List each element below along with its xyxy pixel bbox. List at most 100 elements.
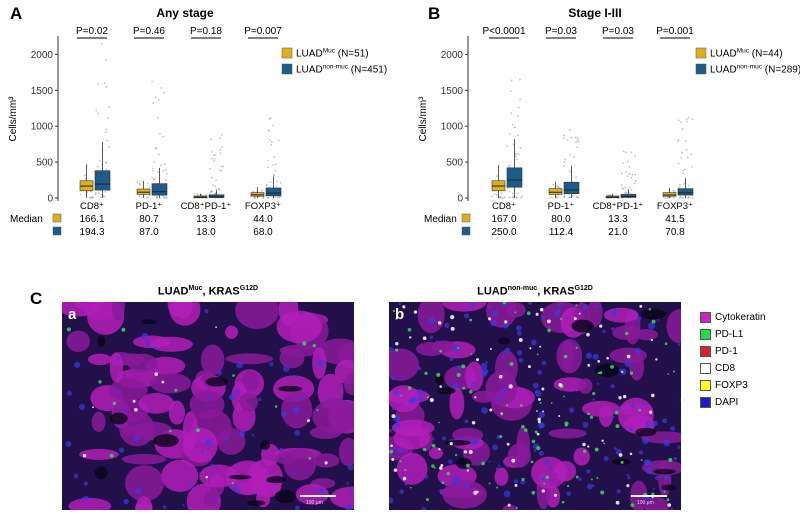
data-point xyxy=(165,172,168,175)
data-point xyxy=(685,118,688,121)
data-point xyxy=(684,139,687,142)
cytokeratin-region xyxy=(109,378,148,402)
immune-cell xyxy=(391,457,395,461)
data-point xyxy=(622,150,625,153)
immune-cell xyxy=(558,414,561,417)
immune-cell xyxy=(603,442,606,445)
cytokeratin-region xyxy=(629,352,645,381)
data-point xyxy=(151,176,154,179)
immune-cell xyxy=(302,341,307,346)
category-label: PD-1⁺ xyxy=(136,201,163,212)
data-point xyxy=(679,183,682,186)
immune-cell xyxy=(440,463,444,467)
data-point xyxy=(629,192,632,195)
dapi-nucleus xyxy=(495,467,499,471)
category-label: PD-1⁺ xyxy=(548,201,575,212)
dapi-nucleus xyxy=(390,375,396,381)
data-point xyxy=(621,187,624,190)
data-point xyxy=(687,196,690,198)
data-point xyxy=(680,156,683,159)
data-point xyxy=(269,181,272,184)
dapi-nucleus xyxy=(389,428,392,433)
data-point xyxy=(164,169,167,171)
immune-cell xyxy=(536,432,540,436)
dapi-nucleus xyxy=(428,317,436,325)
immune-cell xyxy=(500,414,503,416)
median-value-non-muc: 112.4 xyxy=(549,227,574,238)
legend-swatch xyxy=(281,47,293,59)
immune-cell xyxy=(450,315,455,320)
cytokeratin-region xyxy=(125,465,165,502)
dapi-nucleus xyxy=(463,313,470,319)
immune-cell xyxy=(508,384,513,389)
dapi-nucleus xyxy=(481,407,488,414)
image-a-title: LUADMuc, KRASG12D xyxy=(157,285,259,298)
data-point xyxy=(147,196,149,198)
data-point xyxy=(552,183,555,186)
dapi-nucleus xyxy=(532,382,539,389)
data-point xyxy=(100,42,103,45)
dapi-nucleus xyxy=(204,309,209,314)
tissue-gap xyxy=(205,377,229,387)
cytokeratin-region xyxy=(393,427,431,450)
median-value-muc: 166.1 xyxy=(79,214,104,225)
immune-cell xyxy=(575,475,579,479)
immune-cell xyxy=(399,460,402,463)
immune-cell xyxy=(509,361,514,366)
dapi-nucleus xyxy=(344,504,352,510)
y-tick-label: 1000 xyxy=(31,122,54,133)
dapi-nucleus xyxy=(502,322,509,329)
immune-cell xyxy=(407,386,412,390)
data-point xyxy=(634,182,636,185)
immune-cell xyxy=(655,358,658,361)
immune-cell xyxy=(600,490,605,495)
data-point xyxy=(99,159,101,162)
data-point xyxy=(514,126,516,129)
cytokeratin-region xyxy=(279,344,321,357)
cytokeratin-region xyxy=(149,336,193,352)
immune-cell xyxy=(507,503,511,507)
immune-cell xyxy=(534,430,538,434)
data-point xyxy=(519,78,521,81)
dapi-nucleus xyxy=(638,450,644,455)
data-point xyxy=(686,121,688,123)
immune-cell xyxy=(409,486,412,489)
cytokeratin-region xyxy=(241,370,260,392)
data-point xyxy=(678,186,681,189)
data-point xyxy=(634,155,637,158)
category-label: FOXP3⁺ xyxy=(245,201,281,212)
dapi-nucleus xyxy=(585,352,593,359)
tissue-gap xyxy=(260,439,271,451)
data-point xyxy=(568,196,571,199)
y-tick-label: 500 xyxy=(36,158,53,169)
cytokeratin-region xyxy=(442,480,487,509)
median-value-muc: 41.5 xyxy=(665,214,685,225)
box-non-muc xyxy=(563,181,580,194)
dapi-nucleus xyxy=(657,318,660,321)
data-point xyxy=(146,182,149,185)
immune-cell xyxy=(514,483,518,487)
dapi-nucleus xyxy=(518,357,524,363)
legend-swatch xyxy=(695,47,707,59)
data-point xyxy=(267,129,270,132)
immune-cell xyxy=(575,346,578,349)
fluor-legend-swatch xyxy=(700,329,711,340)
chart-a-any-stage: Cells/mm³ 0 500 1000 1500 2000 P=0.02 CD8⁺ 166.1… xyxy=(8,26,387,238)
immune-cell xyxy=(547,328,551,333)
immune-cell xyxy=(504,320,508,324)
data-point xyxy=(272,164,275,166)
dapi-nucleus xyxy=(596,382,600,385)
immune-cell xyxy=(597,359,601,363)
dapi-nucleus xyxy=(453,344,461,352)
median-swatch-muc xyxy=(461,213,471,223)
dapi-nucleus xyxy=(456,365,462,370)
dapi-nucleus xyxy=(453,476,460,483)
cytokeratin-region xyxy=(169,302,201,326)
y-tick-label: 1500 xyxy=(441,86,464,97)
immune-cell xyxy=(536,353,539,356)
immune-cell xyxy=(426,396,429,399)
cytokeratin-region xyxy=(603,307,639,323)
data-point xyxy=(687,116,690,119)
fluor-legend-item-pd-l1: PD-L1 xyxy=(700,329,743,340)
dapi-nucleus xyxy=(636,316,642,322)
